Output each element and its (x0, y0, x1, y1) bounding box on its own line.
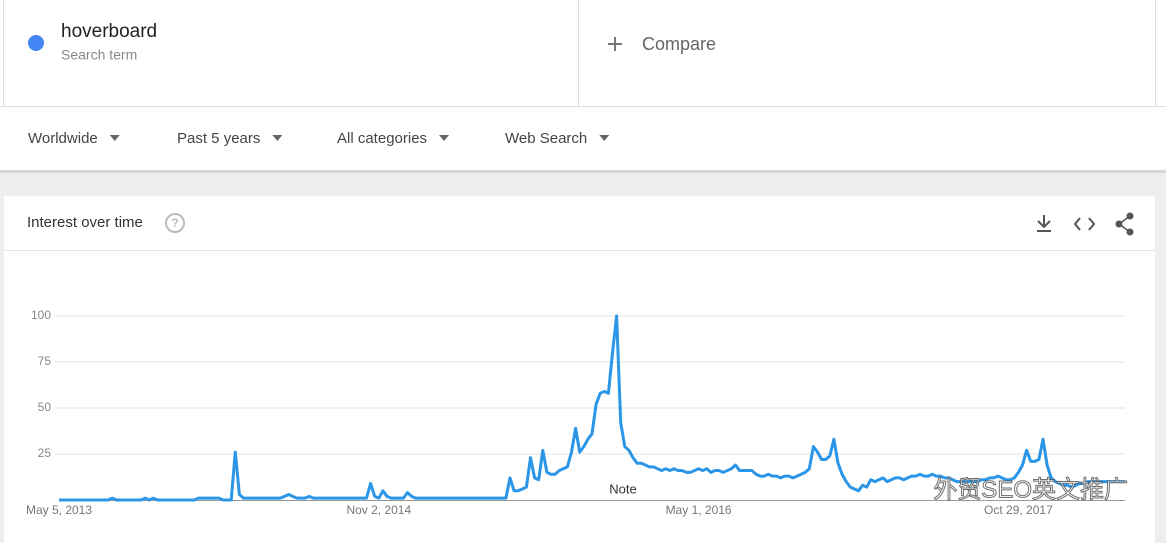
y-tick-label: 100 (31, 308, 51, 322)
card-title: Interest over time (27, 214, 143, 231)
trend-line (59, 314, 1125, 502)
filters: Worldwide Past 5 years All categories Web S… (28, 130, 610, 147)
card (4, 196, 1155, 543)
filter-label[interactable]: All categories (337, 130, 427, 147)
watermark: 外贸SEO英文推广 (933, 476, 1128, 503)
download-icon[interactable] (1037, 215, 1051, 232)
header-bg (0, 0, 1166, 171)
plus-icon (608, 37, 622, 51)
x-tick-label: May 5, 2013 (26, 503, 92, 517)
shadow (0, 170, 1166, 173)
share-icon[interactable] (1115, 212, 1134, 236)
dropdown-arrow (439, 135, 450, 141)
x-tick-label: Nov 2, 2014 (346, 503, 411, 517)
term-color (28, 35, 44, 51)
dropdown-arrow (272, 135, 283, 141)
embed-icon[interactable] (1073, 217, 1096, 231)
plot: 25 50 75 100 May 5, 2013 Nov 2, 2014 May 1, 20… (26, 308, 1129, 517)
filter-label[interactable]: Web Search (505, 130, 587, 147)
compare-label[interactable]: Compare (642, 34, 716, 54)
search-term[interactable]: hoverboard (61, 21, 157, 42)
x-tick-label: May 1, 2016 (666, 503, 732, 517)
y-tick-label: 50 (38, 400, 52, 414)
dropdown-arrow (599, 135, 610, 141)
dropdown-arrow (109, 135, 120, 141)
search-term-subtitle: Search term (61, 47, 137, 63)
compare-button[interactable]: Compare (608, 34, 716, 54)
y-tick-label: 75 (38, 354, 52, 368)
filter-label[interactable]: Worldwide (28, 130, 98, 147)
svg-text:?: ? (171, 216, 178, 230)
annotation: Note (609, 481, 636, 496)
filter-label[interactable]: Past 5 years (177, 130, 260, 147)
help-icon[interactable]: ? (165, 213, 185, 233)
y-tick-label: 25 (38, 446, 52, 460)
x-tick-label: Oct 29, 2017 (984, 503, 1053, 517)
